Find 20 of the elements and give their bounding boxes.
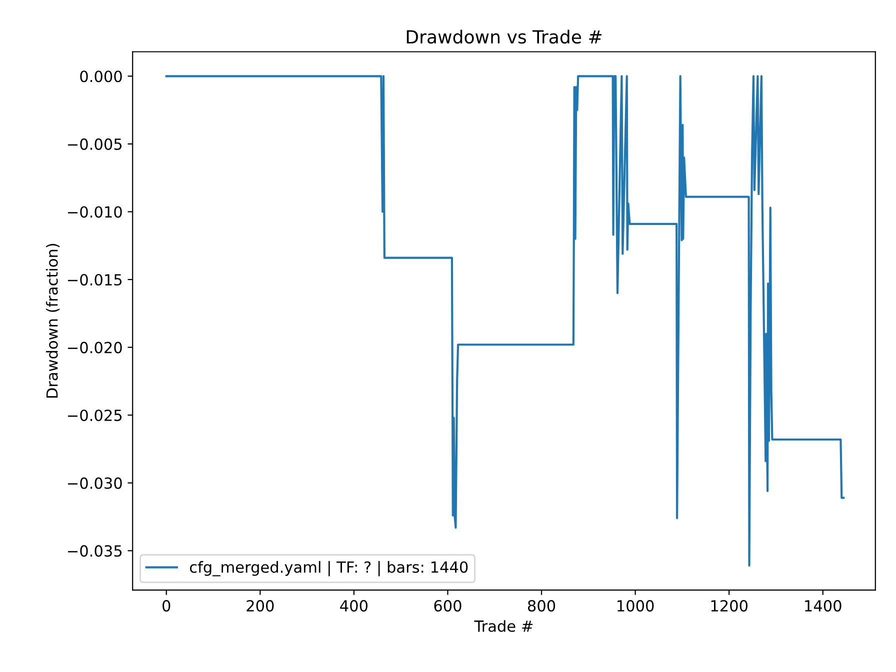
x-axis-title: Trade # (474, 620, 533, 632)
y-axis-title: Drawdown (fraction) (46, 244, 60, 398)
x-tick-label: 1200 (711, 600, 748, 612)
y-tick-label: −0.030 (68, 477, 122, 489)
x-tick-label: 1000 (618, 600, 654, 612)
y-tick-label: 0.000 (80, 70, 122, 82)
x-tick-label: 1400 (805, 600, 842, 612)
x-tick-label: 200 (246, 600, 274, 612)
y-tick-label: −0.025 (68, 410, 122, 422)
x-tick-label: 600 (434, 600, 462, 612)
x-tick-label: 0 (162, 600, 170, 612)
y-tick-label: −0.015 (68, 274, 122, 286)
y-tick-label: −0.035 (68, 545, 122, 557)
y-tick-label: −0.010 (68, 206, 122, 218)
x-tick-label: 400 (340, 600, 368, 612)
chart-title: Drawdown vs Trade # (406, 30, 602, 44)
y-tick-label: −0.005 (68, 138, 122, 150)
x-tick-label: 800 (528, 600, 556, 612)
legend-label: cfg_merged.yaml | TF: ? | bars: 1440 (190, 560, 468, 576)
y-tick-label: −0.020 (68, 342, 122, 354)
